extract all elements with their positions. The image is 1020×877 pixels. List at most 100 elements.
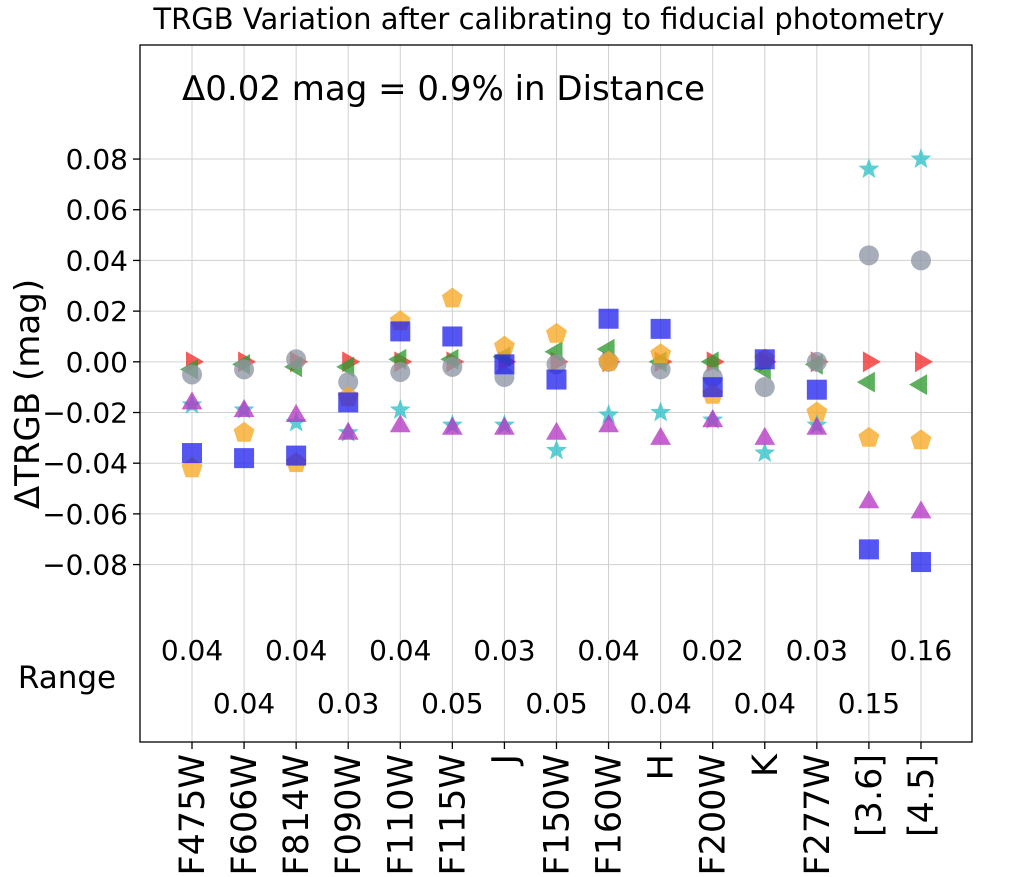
- x-tick-label: F814W: [277, 754, 317, 876]
- y-tick-label: 0.06: [66, 194, 128, 227]
- star-marker: [754, 442, 776, 462]
- range-value: 0.15: [838, 687, 900, 720]
- x-tick-label: F200W: [694, 754, 734, 876]
- square-marker: [650, 318, 671, 339]
- triangle-left-marker: [336, 356, 355, 378]
- triangle-up-marker: [233, 399, 255, 417]
- square-marker: [390, 321, 411, 342]
- range-value: 0.04: [369, 634, 431, 667]
- square-marker: [702, 377, 723, 398]
- range-value: 0.03: [317, 687, 379, 720]
- circle-marker: [754, 377, 775, 398]
- triangle-up-marker: [910, 500, 932, 519]
- range-value: 0.16: [890, 634, 952, 667]
- triangle-up-marker: [598, 414, 619, 433]
- square-marker: [546, 369, 567, 390]
- x-tick-label: [4.5]: [902, 754, 942, 837]
- y-axis-ticks: 0.08 0.06 0.04 0.02 0.00 −0.02 −0.04 −0.06 −0.08: [42, 143, 140, 582]
- range-label: Range: [18, 660, 116, 696]
- x-tick-label: K: [746, 753, 786, 777]
- square-marker: [806, 379, 827, 400]
- y-tick-label: 0.08: [66, 143, 128, 176]
- circle-marker: [858, 245, 879, 266]
- range-value: 0.05: [525, 687, 587, 720]
- star-marker: [598, 404, 619, 424]
- range-value: 0.02: [682, 634, 744, 667]
- y-axis-label: ΔTRGB (mag): [8, 279, 48, 509]
- square-marker: [234, 448, 255, 469]
- square-marker: [442, 326, 463, 347]
- x-tick-label: F160W: [590, 754, 630, 876]
- triangle-left-marker: [856, 371, 875, 393]
- triangle-up-marker: [754, 426, 776, 445]
- pentagon-marker: [233, 421, 255, 442]
- circle-marker: [442, 356, 463, 377]
- x-tick-label: F110W: [381, 754, 421, 876]
- x-tick-label: J: [485, 754, 525, 766]
- triangle-up-marker: [650, 426, 671, 445]
- circle-marker: [338, 372, 359, 393]
- pentagon-marker: [546, 322, 567, 343]
- x-axis-ticks: F475W F606W F814W F090W F110W F115W J F150W F160…: [173, 742, 942, 876]
- star-marker: [650, 401, 672, 422]
- y-tick-label: −0.08: [42, 549, 128, 582]
- range-value: 0.04: [213, 687, 275, 720]
- triangle-up-marker: [337, 421, 359, 440]
- square-marker: [858, 539, 879, 560]
- x-tick-label: F150W: [537, 754, 577, 876]
- x-tick-label: F090W: [329, 754, 369, 876]
- circle-marker: [390, 361, 411, 382]
- chart-title: TRGB Variation after calibrating to fidu…: [152, 2, 944, 36]
- y-tick-label: −0.06: [42, 498, 128, 531]
- circle-marker: [182, 364, 202, 385]
- pentagon-marker: [598, 350, 619, 371]
- triangle-up-marker: [494, 416, 515, 435]
- triangle-right-marker: [915, 351, 933, 373]
- range-value: 0.03: [786, 634, 848, 667]
- square-marker: [494, 354, 515, 375]
- distance-annotation: Δ0.02 mag = 0.9% in Distance: [182, 69, 705, 109]
- circle-marker: [806, 351, 827, 372]
- star-marker: [910, 148, 932, 168]
- triangle-right-marker: [862, 351, 881, 373]
- x-tick-label: H: [642, 754, 682, 780]
- triangle-up-marker: [546, 421, 567, 440]
- triangle-left-marker: [700, 351, 719, 373]
- pentagon-marker: [858, 426, 880, 447]
- range-value: 0.04: [734, 687, 796, 720]
- range-value: 0.05: [421, 687, 483, 720]
- square-marker: [286, 445, 307, 466]
- range-value: 0.04: [265, 634, 327, 667]
- triangle-up-marker: [442, 416, 463, 435]
- range-value: 0.04: [161, 634, 223, 667]
- triangle-left-marker: [909, 374, 927, 395]
- y-tick-label: 0.04: [66, 244, 128, 277]
- x-tick-label: F606W: [225, 754, 265, 876]
- x-tick-label: [3.6]: [850, 754, 890, 837]
- pentagon-marker: [910, 429, 932, 450]
- triangle-up-marker: [702, 409, 724, 428]
- triangle-up-marker: [181, 391, 203, 410]
- triangle-up-marker: [389, 414, 411, 433]
- pentagon-marker: [441, 287, 463, 308]
- data-points: [180, 148, 933, 573]
- range-value: 0.03: [473, 634, 535, 667]
- pentagon-marker: [650, 343, 672, 364]
- y-tick-label: 0.02: [66, 295, 128, 328]
- y-tick-label: −0.02: [42, 397, 128, 430]
- square-marker: [182, 443, 202, 464]
- y-tick-label: −0.04: [42, 447, 128, 480]
- x-tick-label: F277W: [798, 754, 838, 876]
- circle-marker: [286, 349, 307, 370]
- range-value: 0.04: [577, 634, 639, 667]
- pentagon-marker: [806, 401, 828, 422]
- range-values: 0.04 0.04 0.04 0.03 0.04 0.05 0.03 0.05 0.04 0.04…: [161, 634, 952, 720]
- circle-marker: [546, 354, 567, 375]
- square-marker: [338, 392, 359, 413]
- star-marker: [546, 439, 567, 460]
- square-marker: [598, 308, 619, 329]
- circle-marker: [910, 250, 931, 271]
- x-tick-label: F115W: [433, 754, 473, 876]
- pentagon-marker: [494, 335, 515, 356]
